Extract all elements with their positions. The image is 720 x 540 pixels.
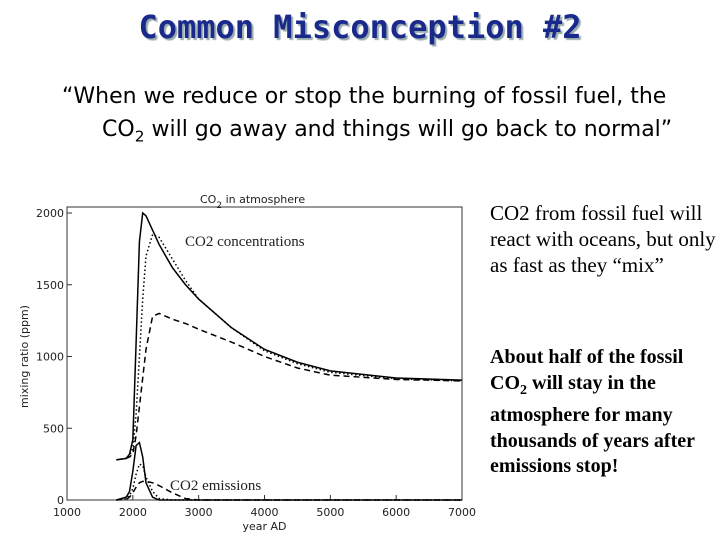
note: About half of the fossil CO2 will stay i… bbox=[490, 345, 715, 480]
x-tick-label: 3000 bbox=[185, 506, 213, 519]
chart-title-part: CO bbox=[200, 193, 217, 206]
y-tick-label: 500 bbox=[43, 422, 64, 435]
x-axis-label: year AD bbox=[242, 520, 286, 533]
x-tick-label: 7000 bbox=[448, 506, 476, 519]
chart-title-part: 2 bbox=[216, 201, 222, 211]
plot-frame bbox=[66, 206, 463, 501]
note-text: will stay in the atmosphere for many tho… bbox=[490, 371, 695, 478]
data-line bbox=[116, 211, 463, 461]
quote-text: will go away and things will go back to … bbox=[144, 117, 673, 142]
y-tick-label: 0 bbox=[57, 494, 64, 507]
chart-title-part: in atmosphere bbox=[222, 193, 305, 206]
data-line bbox=[116, 312, 463, 461]
x-tick-label: 5000 bbox=[316, 506, 344, 519]
x-tick-label: 4000 bbox=[251, 506, 279, 519]
note: CO2 from fossil fuel will react with oce… bbox=[490, 201, 716, 277]
note-subscript: 2 bbox=[520, 382, 527, 398]
y-axis-label: mixing ratio (ppm) bbox=[18, 305, 31, 408]
x-tick-label: 6000 bbox=[382, 506, 410, 519]
data-line bbox=[116, 480, 462, 501]
x-tick-label: 2000 bbox=[119, 506, 147, 519]
data-line bbox=[116, 233, 463, 461]
chart-title: CO2 in atmosphere bbox=[200, 193, 305, 211]
slide-title: Common Misconception #2 bbox=[138, 8, 582, 46]
note-text: About half of the fossil CO bbox=[490, 346, 684, 394]
y-tick-label: 1000 bbox=[36, 351, 64, 364]
quote-subscript: 2 bbox=[134, 127, 145, 146]
y-tick-label: 1500 bbox=[36, 279, 64, 292]
x-tick-label: 1000 bbox=[53, 506, 81, 519]
quote-text: “When we reduce or stop the burning of f… bbox=[62, 84, 667, 142]
quote: “When we reduce or stop the burning of f… bbox=[62, 80, 712, 153]
y-tick-label: 2000 bbox=[36, 207, 64, 220]
annotation: CO2 emissions bbox=[170, 478, 261, 494]
annotation: CO2 concentrations bbox=[185, 234, 305, 250]
data-line bbox=[116, 463, 462, 501]
chart: CO2 in atmosphere 0 500 1000 1500 2000 1000 200… bbox=[18, 193, 476, 533]
